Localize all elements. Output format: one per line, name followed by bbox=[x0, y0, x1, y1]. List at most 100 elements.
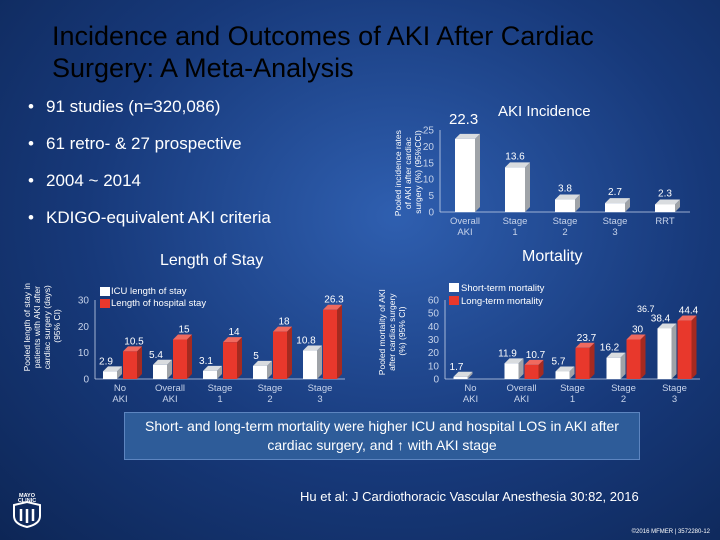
los-x-tick-label: Overall AKI bbox=[155, 383, 185, 405]
los-bar-series1 bbox=[203, 365, 222, 379]
los-bar-series1 bbox=[253, 360, 272, 379]
incidence-bar bbox=[655, 199, 680, 212]
mortality-data-label: 11.9 bbox=[498, 348, 517, 359]
los-y-tick-label: 20 bbox=[78, 322, 90, 333]
incidence-x-tick-label: Stage 3 bbox=[603, 216, 628, 238]
mortality-x-tick-label: Stage 1 bbox=[560, 383, 585, 405]
mortality-data-label: 30 bbox=[632, 325, 644, 336]
mortality-x-tick-label: Stage 3 bbox=[662, 383, 687, 405]
los-data-label: 3.1 bbox=[199, 356, 213, 367]
los-bar-series2 bbox=[223, 337, 242, 379]
slide-title: Incidence and Outcomes of AKI After Card… bbox=[52, 21, 594, 83]
los-y-axis-label: Pooled length of stay in patients with A… bbox=[22, 281, 62, 372]
mortality-y-tick-label: 0 bbox=[433, 375, 439, 386]
incidence-bar bbox=[455, 133, 480, 212]
los-bar-series2 bbox=[173, 334, 192, 379]
los-x-tick-label: No AKI bbox=[112, 383, 127, 405]
incidence-y-tick-label: 5 bbox=[428, 191, 434, 202]
mortality-y-tick-label: 50 bbox=[428, 309, 440, 320]
bullet-list: • 91 studies (n=320,086) • 61 retro- & 27 … bbox=[28, 95, 271, 243]
los-data-label: 26.3 bbox=[324, 295, 344, 306]
incidence-data-label: 2.3 bbox=[658, 188, 672, 199]
incidence-bar bbox=[505, 162, 530, 212]
los-bar-series2 bbox=[123, 346, 142, 379]
mortality-bar-series1 bbox=[555, 366, 575, 379]
incidence-data-label: 3.8 bbox=[558, 184, 572, 195]
incidence-bar bbox=[605, 198, 630, 212]
legend-swatch-icu bbox=[100, 287, 110, 296]
incidence-x-tick-label: Stage 2 bbox=[553, 216, 578, 238]
los-x-tick-label: Stage 2 bbox=[258, 383, 283, 405]
mortality-x-tick-label: Stage 2 bbox=[611, 383, 636, 405]
incidence-chart-title: AKI Incidence bbox=[498, 103, 591, 120]
mortality-data-label: 5.7 bbox=[552, 356, 566, 367]
los-data-label: 5.4 bbox=[149, 350, 163, 361]
mortality-x-tick-label: Overall AKI bbox=[506, 383, 536, 405]
legend-label-long-term: Long-term mortality bbox=[461, 296, 543, 307]
citation: Hu et al: J Cardiothoracic Vascular Anes… bbox=[300, 489, 639, 504]
los-data-label: 10.8 bbox=[296, 336, 316, 347]
los-y-tick-label: 0 bbox=[83, 375, 89, 386]
los-chart-title: Length of Stay bbox=[160, 252, 264, 269]
mortality-extra-label: 36.7 bbox=[637, 304, 655, 314]
mortality-bar-series1 bbox=[606, 352, 626, 379]
los-bar-series2 bbox=[273, 326, 292, 379]
los-y-tick-label: 30 bbox=[78, 296, 90, 307]
bullet-item: • KDIGO-equivalent AKI criteria bbox=[28, 208, 271, 227]
legend-swatch-hospital bbox=[100, 299, 110, 308]
mortality-bar-series2 bbox=[626, 334, 646, 379]
mortality-data-label: 38.4 bbox=[651, 313, 671, 324]
mortality-x-tick-label: No AKI bbox=[463, 383, 478, 405]
incidence-y-tick-label: 15 bbox=[423, 158, 435, 169]
mortality-y-axis-label: Pooled mortality of AKI after cardiac su… bbox=[377, 287, 407, 375]
los-data-label: 10.5 bbox=[124, 336, 144, 347]
legend-swatch-short-term bbox=[449, 283, 459, 292]
incidence-y-tick-label: 20 bbox=[423, 142, 435, 153]
mortality-chart-title: Mortality bbox=[522, 248, 583, 265]
incidence-x-tick-label: Stage 1 bbox=[503, 216, 528, 238]
incidence-data-label: 13.6 bbox=[505, 151, 525, 162]
chart-marks: 0 5 10 15 20 25 Overall AKI Stage 1 Stage 2 Stage 3 RR… bbox=[78, 126, 700, 405]
mortality-bar-series2 bbox=[575, 342, 595, 379]
incidence-y-tick-label: 0 bbox=[428, 208, 434, 219]
mortality-y-tick-label: 30 bbox=[428, 335, 440, 346]
mortality-bar-series1 bbox=[453, 371, 473, 379]
incidence-bar bbox=[555, 194, 580, 212]
los-bar-series1 bbox=[103, 366, 122, 379]
mortality-bar-series2 bbox=[677, 315, 697, 379]
legend-swatch-long-term bbox=[449, 296, 459, 305]
mortality-data-label: 44.4 bbox=[679, 306, 699, 317]
svg-text:CLINIC: CLINIC bbox=[18, 498, 36, 504]
svg-text:MAYO: MAYO bbox=[19, 493, 36, 499]
mortality-bar-series1 bbox=[657, 323, 677, 379]
mortality-bar-series2 bbox=[524, 359, 544, 379]
los-bar-series1 bbox=[303, 345, 322, 379]
mortality-data-label: 1.7 bbox=[450, 362, 464, 373]
los-bar-series1 bbox=[153, 359, 172, 379]
incidence-x-tick-label: RRT bbox=[655, 216, 675, 227]
mortality-y-tick-label: 20 bbox=[428, 348, 440, 359]
incidence-x-tick-label: Overall AKI bbox=[450, 216, 480, 238]
incidence-data-label: 2.7 bbox=[608, 187, 622, 198]
mortality-data-label: 10.7 bbox=[526, 350, 546, 361]
los-data-label: 18 bbox=[278, 317, 290, 328]
los-data-label: 15 bbox=[178, 325, 190, 336]
los-data-label: 14 bbox=[228, 327, 240, 338]
mortality-y-tick-label: 40 bbox=[428, 322, 440, 333]
summary-callout: Short- and long-term mortality were high… bbox=[124, 412, 640, 460]
bullet-item: • 61 retro- & 27 prospective bbox=[28, 134, 242, 153]
los-y-tick-label: 10 bbox=[78, 348, 90, 359]
mortality-data-label: 23.7 bbox=[577, 333, 597, 344]
legend-label-short-term: Short-term mortality bbox=[461, 283, 545, 294]
los-x-tick-label: Stage 3 bbox=[308, 383, 333, 405]
mortality-y-tick-label: 60 bbox=[428, 296, 440, 307]
mortality-y-tick-label: 10 bbox=[428, 361, 440, 372]
legend-label-hospital: Length of hospital stay bbox=[111, 298, 206, 309]
incidence-y-tick-label: 25 bbox=[423, 126, 435, 137]
mayo-clinic-logo: MAYO CLINIC bbox=[13, 493, 41, 528]
los-data-label: 2.9 bbox=[99, 356, 113, 367]
copyright: ©2016 MFMER | 3572280-12 bbox=[631, 529, 710, 535]
bullet-item: • 2004 ~ 2014 bbox=[28, 171, 142, 190]
incidence-y-axis-label: Pooled incidence rates of AKI after card… bbox=[393, 128, 423, 216]
